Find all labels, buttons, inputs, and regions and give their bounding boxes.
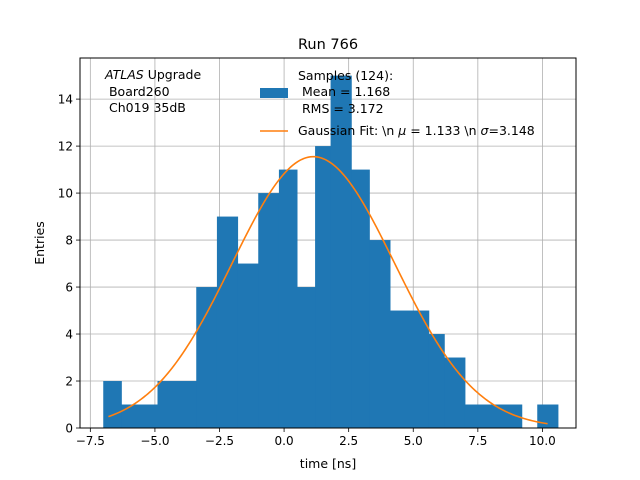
legend-hist-line-1: Samples (124): <box>298 68 393 83</box>
annotation-upgrade: Upgrade <box>144 67 202 82</box>
histogram-bar-10 <box>330 75 352 428</box>
y-tick-label-3: 6 <box>65 281 73 295</box>
x-axis-label: time [ns] <box>300 456 356 471</box>
histogram-bar-1 <box>121 404 158 428</box>
histogram-bar-18 <box>537 404 559 428</box>
x-tick-label-7: 10.0 <box>529 434 556 448</box>
histogram-bar-11 <box>351 169 370 429</box>
x-tick-label-6: 7.5 <box>468 434 487 448</box>
plot-frame <box>79 57 577 429</box>
y-axis-ticks: 0 2 4 6 8 10 12 14 <box>58 93 80 436</box>
legend-swatch-histogram <box>260 88 288 98</box>
y-tick-label-4: 8 <box>65 234 73 248</box>
legend: Samples (124): Mean = 1.168 RMS = 3.172 … <box>260 68 535 138</box>
x-tick-label-3: 0.0 <box>275 434 294 448</box>
histogram-bar-12 <box>369 240 391 428</box>
histogram-bar-13 <box>390 310 430 428</box>
histogram-bar-6 <box>258 193 280 428</box>
gaussian-fit-curve <box>108 155 548 425</box>
atlas-annotation: ATLAS Upgrade Board260 Ch019 35dB <box>104 67 201 115</box>
histogram-bar-14 <box>428 334 445 428</box>
x-tick-label-1: −5.0 <box>140 434 169 448</box>
histogram-bar-2 <box>157 381 197 428</box>
gaussian-fit-line <box>108 155 548 425</box>
histogram-bar-7 <box>278 169 298 429</box>
histogram-bars <box>103 75 559 429</box>
x-tick-label-2: −2.5 <box>205 434 234 448</box>
legend-fit-sigma: σ <box>481 123 490 138</box>
chart-title: Run 766 <box>298 37 358 53</box>
histogram-bar-3 <box>196 287 218 428</box>
histogram-bar-9 <box>315 146 332 428</box>
y-tick-label-6: 12 <box>58 140 73 154</box>
legend-fit-mu: μ <box>397 123 406 138</box>
histogram-bar-16 <box>464 404 523 428</box>
legend-fit-mu-value: = 1.133 \n <box>406 123 480 138</box>
legend-fit-prefix: Gaussian Fit: \n <box>298 123 398 138</box>
y-tick-label-7: 14 <box>58 93 73 107</box>
y-tick-label-1: 2 <box>65 375 73 389</box>
histogram-bar-8 <box>297 287 316 428</box>
annotation-atlas: ATLAS <box>104 67 144 82</box>
x-tick-label-4: 2.5 <box>339 434 358 448</box>
annotation-line-3: Ch019 35dB <box>105 100 186 115</box>
legend-hist-line-2: Mean = 1.168 <box>298 84 390 99</box>
x-tick-label-0: −7.5 <box>76 434 105 448</box>
histogram-bar-0 <box>103 381 122 428</box>
legend-hist-line-3: RMS = 3.172 <box>298 101 384 116</box>
histogram-bar-4 <box>216 216 239 428</box>
y-tick-label-0: 0 <box>65 422 73 436</box>
histogram-bar-5 <box>237 263 259 428</box>
y-axis-label: Entries <box>32 221 47 265</box>
legend-fit-label: Gaussian Fit: \n μ = 1.133 \n σ=3.148 <box>298 123 535 138</box>
annotation-line-1: ATLAS Upgrade <box>104 67 201 82</box>
y-tick-label-2: 4 <box>65 328 73 342</box>
annotation-line-2: Board260 <box>105 84 170 99</box>
y-tick-label-5: 10 <box>58 187 73 201</box>
x-axis-ticks: −7.5 −5.0 −2.5 0.0 2.5 5.0 7.5 10.0 <box>76 428 556 448</box>
x-tick-label-5: 5.0 <box>404 434 423 448</box>
legend-fit-sigma-value: =3.148 <box>488 123 534 138</box>
